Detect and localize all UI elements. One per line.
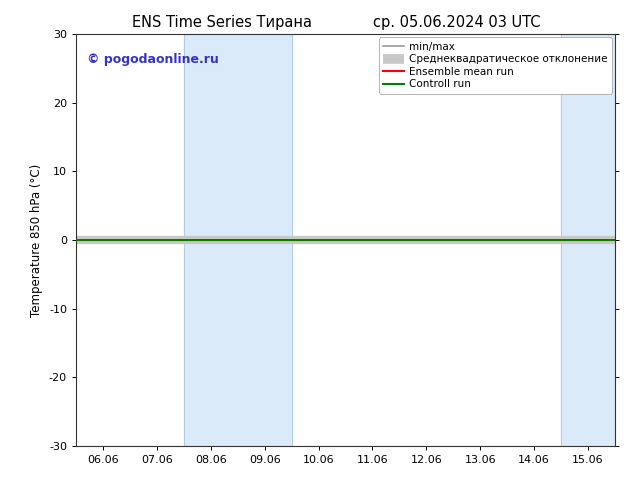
Bar xyxy=(184,34,292,446)
Bar xyxy=(561,34,634,446)
Text: © pogodaonline.ru: © pogodaonline.ru xyxy=(87,53,219,66)
Legend: min/max, Среднеквадратическое отклонение, Ensemble mean run, Controll run: min/max, Среднеквадратическое отклонение… xyxy=(379,37,612,94)
Text: ENS Time Series Тирана: ENS Time Series Тирана xyxy=(132,15,312,30)
Y-axis label: Temperature 850 hPa (°C): Temperature 850 hPa (°C) xyxy=(30,164,43,317)
Text: ср. 05.06.2024 03 UTC: ср. 05.06.2024 03 UTC xyxy=(373,15,540,30)
